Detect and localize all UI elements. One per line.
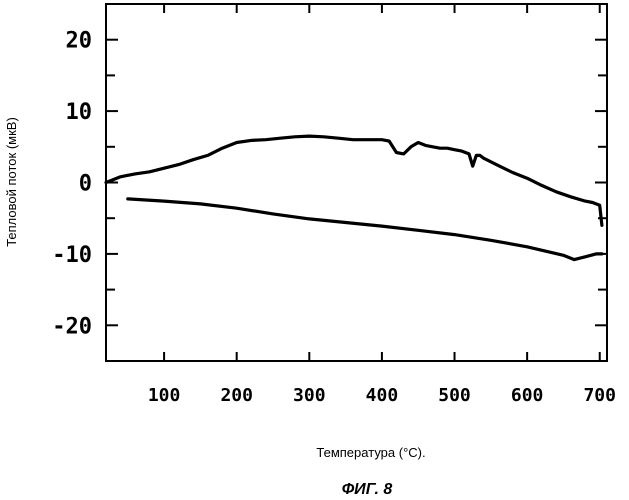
x-tick-label-300: 300 [293,385,326,406]
x-tick-label-100: 100 [148,385,181,406]
y-axis-title: Тепловой поток (мкВ) [4,117,19,247]
plot-frame [106,4,607,361]
figure-caption: ФИГ. 8 [342,481,393,498]
x-tick-label-700: 700 [583,385,616,406]
y-tick-label--20: -20 [52,314,92,339]
series-line-heating [106,136,602,225]
x-tick-label-200: 200 [220,385,253,406]
y-tick-label-0: 0 [79,172,92,197]
y-tick-label--10: -10 [52,243,92,268]
x-tick-label-400: 400 [366,385,399,406]
x-tick-label-600: 600 [511,385,544,406]
x-tick-label-500: 500 [438,385,471,406]
x-axis-title: Температура (°C). [316,445,425,460]
y-tick-label-20: 20 [66,29,93,54]
chart: 10020030040050060070020100-10-20 Теплово… [0,0,629,500]
y-tick-label-10: 10 [66,100,93,125]
series-line-cooling [128,199,602,260]
